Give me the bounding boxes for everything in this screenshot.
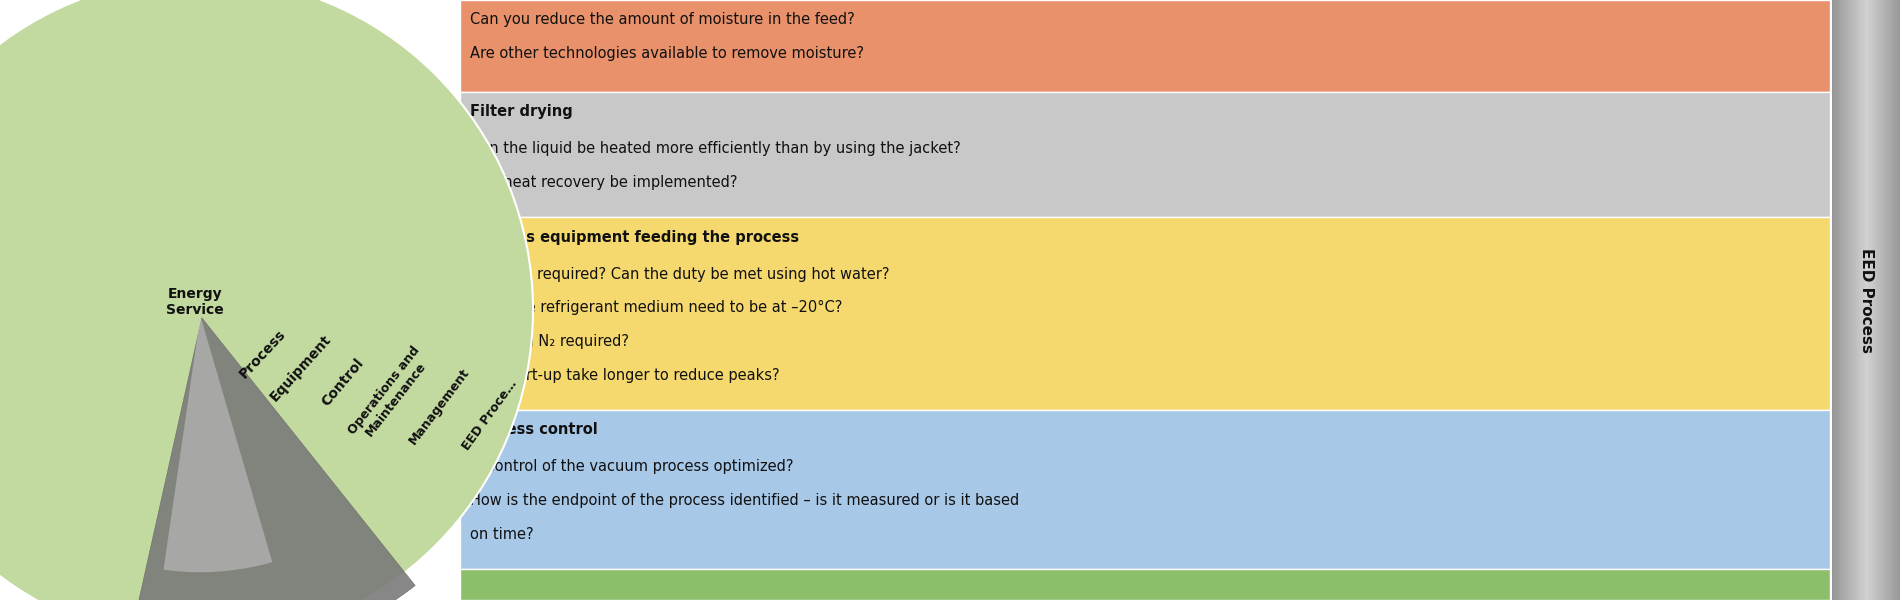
Text: Process: Process (238, 327, 289, 381)
Text: Are other technologies available to remove moisture?: Are other technologies available to remo… (469, 46, 864, 61)
Bar (460, 410, 1830, 569)
Text: EED Proce…: EED Proce… (460, 377, 519, 453)
Polygon shape (163, 316, 272, 572)
Text: Is steam required? Can the duty be met using hot water?: Is steam required? Can the duty be met u… (469, 266, 889, 281)
Text: Operations and
Maintenance: Operations and Maintenance (346, 343, 435, 446)
Text: on time?: on time? (469, 527, 534, 542)
Bar (460, 92, 1830, 217)
Polygon shape (127, 318, 416, 600)
Text: How is the endpoint of the process identified – is it measured or is it based: How is the endpoint of the process ident… (469, 493, 1018, 508)
Text: Equipment: Equipment (268, 332, 334, 404)
Circle shape (17, 127, 384, 493)
Circle shape (142, 252, 258, 368)
Text: Energy
Service: Energy Service (165, 287, 224, 317)
Text: Process control: Process control (469, 422, 598, 437)
Text: Filter drying: Filter drying (469, 104, 572, 119)
Circle shape (63, 172, 338, 448)
Circle shape (0, 27, 483, 593)
Text: Management: Management (407, 366, 471, 447)
Text: Can the liquid be heated more efficiently than by using the jacket?: Can the liquid be heated more efficientl… (469, 141, 961, 156)
Text: Is control of the vacuum process optimized?: Is control of the vacuum process optimiz… (469, 460, 794, 475)
Text: Can start-up take longer to reduce peaks?: Can start-up take longer to reduce peaks… (469, 368, 779, 383)
Bar (460, 569, 1830, 600)
Text: Is 3 barg N₂ required?: Is 3 barg N₂ required? (469, 334, 629, 349)
Text: Can you reduce the amount of moisture in the feed?: Can you reduce the amount of moisture in… (469, 12, 855, 27)
Text: Utilities equipment feeding the process: Utilities equipment feeding the process (469, 230, 800, 245)
Text: EED Process: EED Process (1858, 247, 1873, 352)
Text: Can heat recovery be implemented?: Can heat recovery be implemented? (469, 175, 737, 190)
Text: Does the refrigerant medium need to be at –20°C?: Does the refrigerant medium need to be a… (469, 301, 842, 316)
Bar (460, 0, 1830, 92)
Circle shape (0, 0, 534, 600)
Bar (460, 217, 1830, 410)
Circle shape (0, 77, 433, 543)
Circle shape (104, 215, 294, 405)
Text: Control: Control (319, 356, 367, 409)
